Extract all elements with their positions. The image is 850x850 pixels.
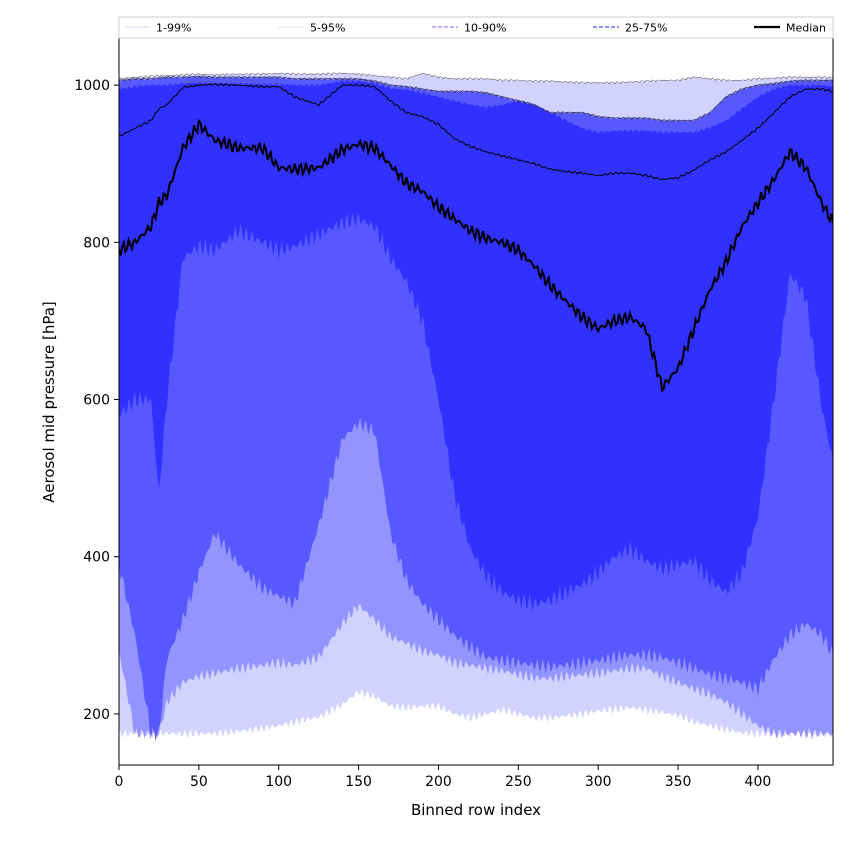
- x-tick-label: 0: [115, 774, 124, 790]
- legend-item: 1-99%: [124, 22, 191, 35]
- percentile-bands: [119, 72, 833, 742]
- x-axis-label: Binned row index: [411, 801, 541, 819]
- legend-label: 1-99%: [156, 22, 191, 35]
- y-tick-label: 200: [83, 707, 110, 723]
- y-tick-label: 600: [83, 393, 110, 409]
- legend-item: 25-75%: [593, 22, 667, 35]
- x-tick-label: 150: [345, 774, 372, 790]
- y-tick-label: 400: [83, 550, 110, 566]
- percentile-edge-line: [119, 72, 833, 85]
- legend-item: 10-90%: [432, 22, 506, 35]
- legend-label: 5-95%: [310, 22, 345, 35]
- x-tick-label: 350: [665, 774, 692, 790]
- legend-box: [118, 16, 834, 39]
- legend-label: 25-75%: [625, 22, 667, 35]
- median-line: [119, 118, 833, 393]
- x-tick-label: 250: [505, 774, 532, 790]
- y-axis: 200 400 600 800 1000: [74, 78, 119, 723]
- percentile-edge-line: [119, 75, 833, 123]
- legend-label: Median: [786, 22, 826, 35]
- x-tick-label: 100: [265, 774, 292, 790]
- band-25-75: [119, 79, 833, 611]
- x-tick-label: 300: [585, 774, 612, 790]
- legend-item: 5-95%: [278, 22, 345, 35]
- y-axis-label: Aerosol mid pressure [hPa]: [40, 301, 58, 503]
- legend-label: 10-90%: [464, 22, 506, 35]
- legend: 1-99% 5-95% 10-90% 25-75% Median: [118, 16, 834, 39]
- legend-item: Median: [754, 22, 826, 35]
- y-tick-label: 1000: [74, 78, 110, 94]
- x-axis: 0 50 100 150 200 250 300 350 400: [115, 765, 772, 790]
- percentile-lines: [119, 72, 833, 393]
- x-tick-label: 200: [425, 774, 452, 790]
- x-tick-label: 400: [745, 774, 772, 790]
- x-tick-label: 50: [190, 774, 208, 790]
- y-tick-label: 800: [83, 235, 110, 251]
- percentile-edge-line: [119, 82, 833, 180]
